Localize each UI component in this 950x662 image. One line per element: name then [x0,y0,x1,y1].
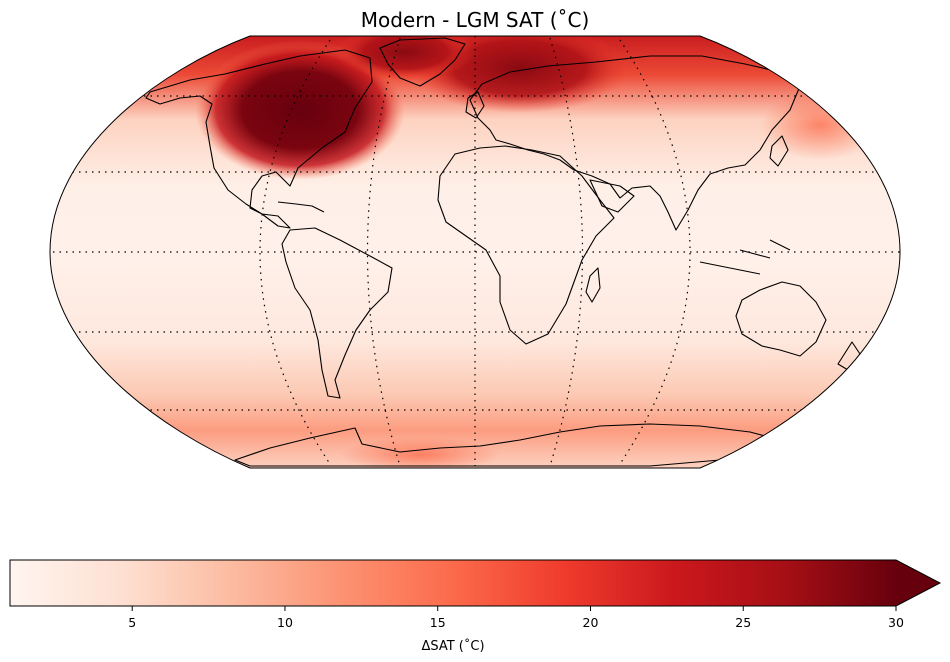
coastlines [145,37,861,467]
colorbar-tick-label: 5 [128,615,136,630]
colorbar-label: ΔSAT (˚C) [421,638,484,654]
hotspot-greenland [335,36,475,80]
indonesia-coast [699,239,791,275]
colorbar: 5 10 15 20 25 30 ΔSAT (˚C) [9,559,942,654]
warm-antarctic [340,437,500,468]
madagascar-coast [585,267,601,303]
colorbar-tick-label: 10 [277,615,293,630]
colorbar-tick-label: 30 [888,615,904,630]
japan-coast [769,135,789,167]
south-america-coast [281,227,393,399]
australia-coast [735,281,827,357]
colorbar-tick-label: 25 [735,615,751,630]
gridlines [50,36,900,468]
hotspot-north-america [195,40,405,180]
north-america-coast [145,49,373,229]
colorbar-gradient [10,560,897,606]
caribbean-coast [277,201,325,213]
eurasia-coast [469,55,801,231]
map-title: Modern - LGM SAT (˚C) [360,8,590,32]
colorbar-tick-label: 20 [583,615,599,630]
antarctica-coast [234,423,781,467]
colorbar-extend-arrow [896,560,940,606]
africa-coast [437,145,615,345]
greenland-coast [379,37,466,87]
colorbar-ticks: 5 10 15 20 25 30 [128,606,904,630]
map-frame [49,35,901,469]
uk-coast [465,91,485,119]
arabia-coast [589,179,635,213]
colorbar-tick-label: 15 [430,615,446,630]
map-panel [49,35,901,469]
colorbar-outline [9,559,942,607]
